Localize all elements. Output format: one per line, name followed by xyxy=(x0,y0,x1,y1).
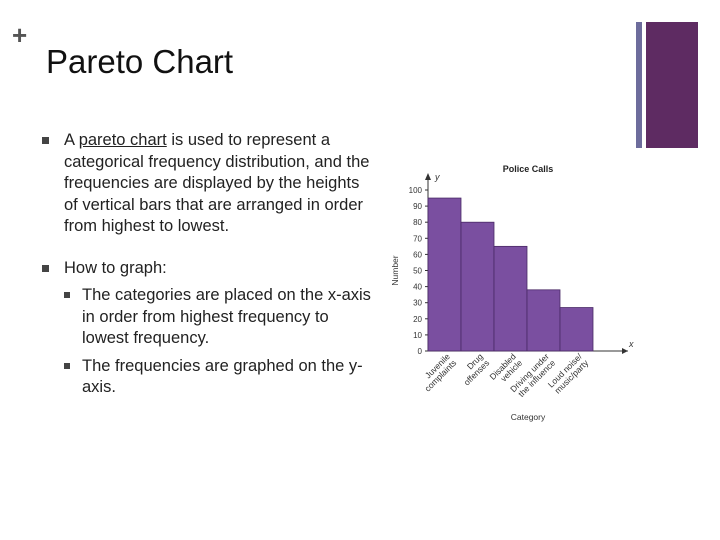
y-tick-label: 10 xyxy=(413,331,422,340)
bar xyxy=(493,245,528,352)
y-tick-label: 100 xyxy=(409,186,423,195)
x-tick-label: Juvenilecomplaints xyxy=(416,351,458,393)
square-bullet-icon xyxy=(64,292,70,298)
y-tick-label: 60 xyxy=(413,250,422,259)
y-tick-label: 30 xyxy=(413,299,422,308)
pareto-chart: Police Calls y x 0 10 20 30 40 50 60 70 80 90 100 Numb… xyxy=(390,164,634,422)
bar xyxy=(460,221,495,352)
x-axis-letter: x xyxy=(628,339,634,349)
plus-icon: + xyxy=(12,20,28,50)
bullet-definition-text: is used to represent a categorical frequ… xyxy=(64,131,370,235)
bar xyxy=(427,197,462,352)
y-tick-label: 80 xyxy=(413,218,422,227)
x-tick-label: Loud noise/music/party xyxy=(546,351,591,396)
y-axis-arrow xyxy=(425,173,431,180)
square-bullet-icon xyxy=(42,137,49,144)
x-tick-label: Drugoffenses xyxy=(455,351,491,387)
sub-bullet-y-axis: The frequencies are graphed on the y-axi… xyxy=(64,356,372,399)
y-tick-label: 90 xyxy=(413,202,422,211)
y-tick-label: 40 xyxy=(413,283,422,292)
slide-title: Pareto Chart xyxy=(46,43,234,80)
y-tick-label: 70 xyxy=(413,234,422,243)
y-axis-label: Number xyxy=(390,255,400,285)
square-bullet-icon xyxy=(42,264,49,272)
decorative-bar-thick xyxy=(646,22,698,148)
how-to-graph-label: How to graph: xyxy=(64,258,167,277)
bar xyxy=(526,289,561,352)
bullet-item-how-to-graph: How to graph: The categories are placed … xyxy=(42,258,372,399)
chart-title: Police Calls xyxy=(503,164,554,174)
x-axis-label: Category xyxy=(511,412,546,422)
y-tick-label: 0 xyxy=(418,347,423,356)
sub-bullet-text: The frequencies are graphed on the y-axi… xyxy=(82,356,363,397)
bullet-prefix: A xyxy=(64,131,79,149)
bar xyxy=(559,307,594,352)
y-tick-label: 50 xyxy=(413,267,422,276)
sub-bullet-x-axis: The categories are placed on the x-axis … xyxy=(64,285,372,350)
y-axis-letter: y xyxy=(434,172,440,182)
bullet-item-definition: A pareto chart is used to represent a ca… xyxy=(42,130,372,238)
sub-bullet-text: The categories are placed on the x-axis … xyxy=(82,286,371,347)
y-tick-label: 20 xyxy=(413,315,422,324)
square-bullet-icon xyxy=(64,362,70,369)
pareto-chart-term: pareto chart xyxy=(78,131,167,149)
decorative-bar-thin xyxy=(636,22,642,148)
x-axis-arrow xyxy=(622,348,628,354)
bullet-list: A pareto chart is used to represent a ca… xyxy=(42,130,372,419)
